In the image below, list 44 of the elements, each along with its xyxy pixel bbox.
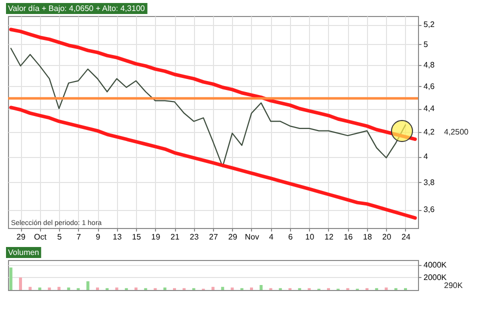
y-tick-label: 4,8 — [424, 60, 436, 70]
y-tick-label: 4,4 — [424, 104, 436, 114]
bar — [9, 268, 12, 290]
x-tick-label: 27 — [209, 232, 218, 242]
x-tick-label: 16 — [344, 232, 354, 242]
bar — [28, 286, 32, 290]
x-tick-label: 29 — [228, 232, 238, 242]
y-tick-label: 2000K — [424, 273, 448, 282]
text: 290K — [444, 281, 464, 290]
x-tick-label: 29 — [16, 232, 26, 242]
y-tick-label: 5,2 — [424, 20, 436, 30]
x-tick-label: 9 — [96, 232, 101, 242]
x-tick-label: 23 — [190, 232, 200, 242]
y-tick-label: 4,6 — [424, 82, 436, 91]
y-tick-label: 4000K — [424, 260, 448, 270]
x-tick-label: 15 — [132, 232, 142, 242]
bar — [212, 286, 214, 290]
x-tick-label: 12 — [324, 232, 334, 242]
x-tick-label: 6 — [288, 232, 294, 242]
x-tick-label: 21 — [170, 232, 180, 242]
x-tick-label: 4 — [269, 232, 274, 242]
x-tick-label: 18 — [363, 232, 372, 242]
bar — [86, 281, 90, 290]
x-tick-label: 10 — [305, 232, 315, 242]
y-tick-label: 4,2 — [424, 128, 436, 137]
line-series — [9, 28, 417, 141]
x-tick-label: 20 — [382, 232, 392, 242]
bar — [19, 278, 22, 290]
x-tick-label: Oct — [34, 232, 48, 242]
bar — [260, 285, 263, 290]
bar — [58, 286, 61, 290]
bar — [221, 286, 224, 290]
x-tick-label: Nov — [244, 232, 260, 242]
line-series — [9, 106, 417, 220]
x-tick-label: 24 — [402, 232, 411, 242]
x-tick-label: 7 — [76, 232, 82, 242]
y-tick-label: 3,6 — [424, 205, 436, 214]
y-tick-label: 5 — [424, 40, 428, 49]
x-tick-label: 19 — [151, 232, 161, 242]
x-tick-label: 13 — [112, 232, 122, 242]
text: 4,2500 — [444, 128, 470, 137]
x-tick-label: 5 — [57, 232, 62, 242]
y-tick-label: 4 — [424, 152, 428, 162]
y-tick-label: 3,8 — [424, 178, 436, 187]
